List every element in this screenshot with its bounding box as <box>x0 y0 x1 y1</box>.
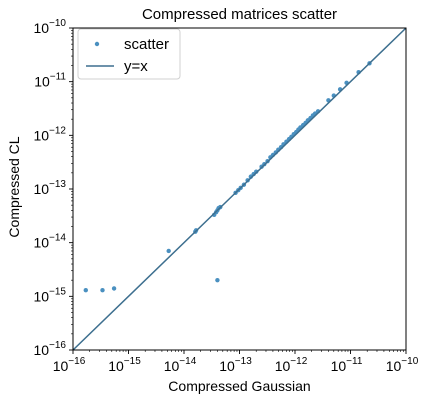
y-tick-label: 10−16 <box>33 340 66 358</box>
scatter-point <box>215 278 219 282</box>
x-axis-ticks: 10−16 10−15 10−14 10−13 10−12 10−11 10−10 <box>53 350 419 374</box>
y-tick-label: 10−13 <box>33 179 66 197</box>
scatter-point <box>166 249 170 253</box>
legend: scatter y=x <box>78 29 180 79</box>
x-tick-label: 10−14 <box>164 356 197 374</box>
scatter-point <box>100 288 104 292</box>
y-axis-ticks: 10−16 10−15 10−14 10−13 10−12 10−11 10−10 <box>33 18 73 358</box>
scatter-point <box>84 288 88 292</box>
y-tick-label: 10−15 <box>33 286 66 304</box>
x-tick-label: 10−11 <box>331 356 363 374</box>
x-tick-label: 10−13 <box>219 356 252 374</box>
legend-label-scatter: scatter <box>124 36 169 53</box>
x-tick-label: 10−16 <box>53 356 86 374</box>
legend-marker-scatter <box>95 42 99 46</box>
x-tick-label: 10−15 <box>108 356 141 374</box>
x-tick-label: 10−10 <box>386 356 419 374</box>
y-tick-label: 10−10 <box>33 18 66 36</box>
y-tick-label: 10−14 <box>33 233 66 251</box>
legend-label-yx: y=x <box>124 58 148 75</box>
x-tick-label: 10−12 <box>275 356 308 374</box>
y-tick-label: 10−11 <box>34 72 66 90</box>
y-axis-label: Compressed CL <box>6 136 22 237</box>
chart-title: Compressed matrices scatter <box>142 6 337 23</box>
scatter-point <box>112 286 116 290</box>
x-axis-label: Compressed Gaussian <box>168 378 310 394</box>
y-tick-label: 10−12 <box>33 125 66 143</box>
